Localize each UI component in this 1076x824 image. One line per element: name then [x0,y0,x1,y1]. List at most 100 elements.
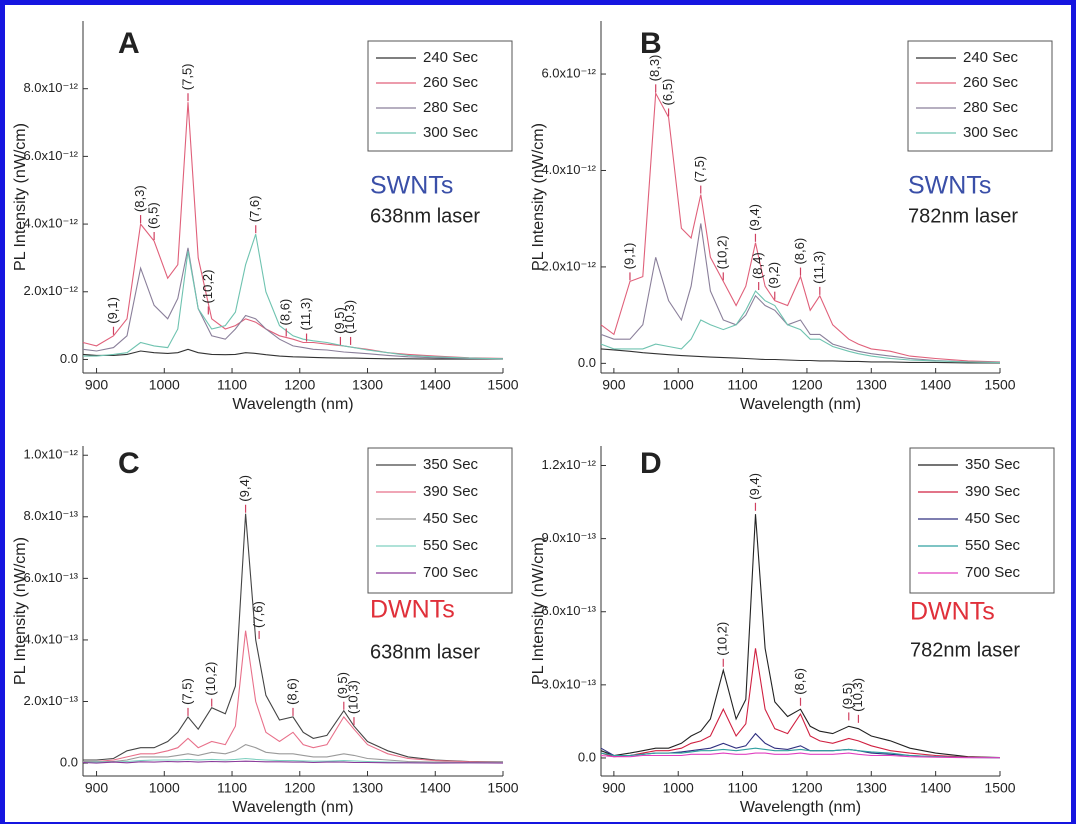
x-axis-label: Wavelength (nm) [740,396,861,413]
y-tick-label: 2.0x10⁻¹² [23,283,78,298]
x-axis-label: Wavelength (nm) [232,799,353,816]
peak-label: (10,3) [342,300,357,334]
y-tick-label: 8.0x10⁻¹² [23,80,78,95]
legend-label: 280 Sec [423,99,479,116]
legend-label: 550 Sec [423,537,479,554]
peak-label: (6,5) [146,202,161,229]
peak-label: (8,6) [792,668,807,695]
x-tick-label: 1200 [791,780,822,796]
peak-label: (8,4) [750,252,765,279]
legend-label: 350 Sec [965,456,1021,473]
legend-label: 450 Sec [423,510,479,527]
material-label: SWNTs [908,172,991,200]
x-tick-label: 1300 [856,780,887,796]
spectrum-line [600,348,1000,364]
peak-label: (7,5) [692,156,707,183]
peak-label: (10,2) [203,662,218,696]
y-tick-label: 2.0x10⁻¹² [541,258,596,273]
peak-label: (7,5) [179,63,194,90]
spectrum-line [82,247,504,360]
panel-label: C [118,447,140,480]
legend-label: 240 Sec [963,49,1019,66]
x-tick-label: 1100 [217,377,247,393]
y-tick-label: 6.0x10⁻¹³ [541,603,596,618]
peak-label: (7,6) [247,195,262,222]
peak-label: (9,1) [621,243,636,270]
x-tick-label: 1000 [149,780,180,796]
legend-label: 260 Sec [423,74,479,91]
y-tick-label: 6.0x10⁻¹² [23,148,78,163]
spectrum-line [600,752,1000,759]
legend-label: 260 Sec [963,74,1019,91]
peak-label: (10,2) [200,269,215,303]
y-tick-label: 4.0x10⁻¹² [23,216,78,231]
peak-label: (9,4) [237,475,252,502]
legend-label: 280 Sec [963,99,1019,116]
spectrum-line [83,513,504,763]
laser-label: 638nm laser [370,641,480,663]
spectrum-line [600,290,1001,363]
legend-label: 390 Sec [423,483,479,500]
peak-label: (9,5) [332,307,347,334]
material-label: DWNTs [370,596,455,624]
material-label: DWNTs [910,598,995,626]
legend-label: 350 Sec [423,456,479,473]
spectrum-line [82,757,503,764]
x-axis-label: Wavelength (nm) [740,799,861,816]
x-tick-label: 1500 [984,780,1015,796]
y-tick-label: 0.0 [60,755,78,770]
x-tick-label: 1000 [663,780,694,796]
peak-label: (8,6) [278,299,293,326]
legend-label: 700 Sec [423,564,479,581]
x-tick-label: 1300 [352,780,383,796]
x-tick-label: 1200 [284,780,315,796]
spectrum-line [83,744,504,764]
x-tick-label: 1500 [487,377,518,393]
peak-label: (8,6) [792,238,807,265]
laser-label: 782nm laser [908,205,1018,227]
peak-label: (9,5) [335,672,350,699]
peak-label: (7,5) [179,678,194,705]
x-tick-label: 900 [85,780,109,796]
peak-label: (8,3) [647,55,662,82]
x-tick-label: 1100 [728,377,758,393]
panel: 0.0 3.0x10⁻¹³ 6.0x10⁻¹³ 9.0x10⁻¹³ 1.2x10⁻¹² 9… [530,446,1055,816]
y-tick-label: 6.0x10⁻¹³ [23,570,78,585]
spectrum-line [600,747,1001,759]
x-tick-label: 1400 [420,377,451,393]
legend-box [367,447,513,594]
legend-label: 550 Sec [965,537,1021,554]
panel: 0.0 2.0x10⁻¹² 4.0x10⁻¹² 6.0x10⁻¹² 900 1000 110… [530,21,1053,413]
peak-label: (8,6) [284,678,299,705]
peak-label: (11,3) [298,298,313,331]
peak-label: (10,2) [715,622,730,656]
y-axis-label: PL Intensity (nW/cm) [12,537,29,685]
y-tick-label: 8.0x10⁻¹³ [23,508,78,523]
legend-label: 300 Sec [963,124,1019,141]
x-tick-label: 1300 [352,377,383,393]
laser-label: 638nm laser [370,205,480,227]
y-tick-label: 0.0 [578,749,596,764]
x-tick-label: 900 [602,377,626,393]
peak-label: (7,6) [251,601,266,628]
y-tick-label: 6.0x10⁻¹² [541,65,596,80]
y-tick-label: 3.0x10⁻¹³ [541,676,596,691]
x-tick-label: 1100 [217,780,247,796]
x-tick-label: 1500 [984,377,1015,393]
x-tick-label: 1400 [420,780,451,796]
x-tick-label: 1400 [920,780,951,796]
peak-label: (10,2) [715,235,730,269]
y-tick-label: 9.0x10⁻¹³ [541,530,596,545]
peak-label: (6,5) [660,79,675,106]
material-label: SWNTs [370,172,453,200]
spectrum-line [600,91,1001,363]
legend-label: 240 Sec [423,49,479,66]
y-tick-label: 0.0 [60,351,78,366]
y-tick-label: 0.0 [578,355,596,370]
panel-label: B [640,27,662,60]
y-axis-label: PL Intensity (nW/cm) [12,123,29,271]
peak-label: (9,4) [747,204,762,231]
spectrum-line [600,223,1001,363]
peak-label: (8,3) [132,185,147,212]
x-tick-label: 1400 [920,377,951,393]
